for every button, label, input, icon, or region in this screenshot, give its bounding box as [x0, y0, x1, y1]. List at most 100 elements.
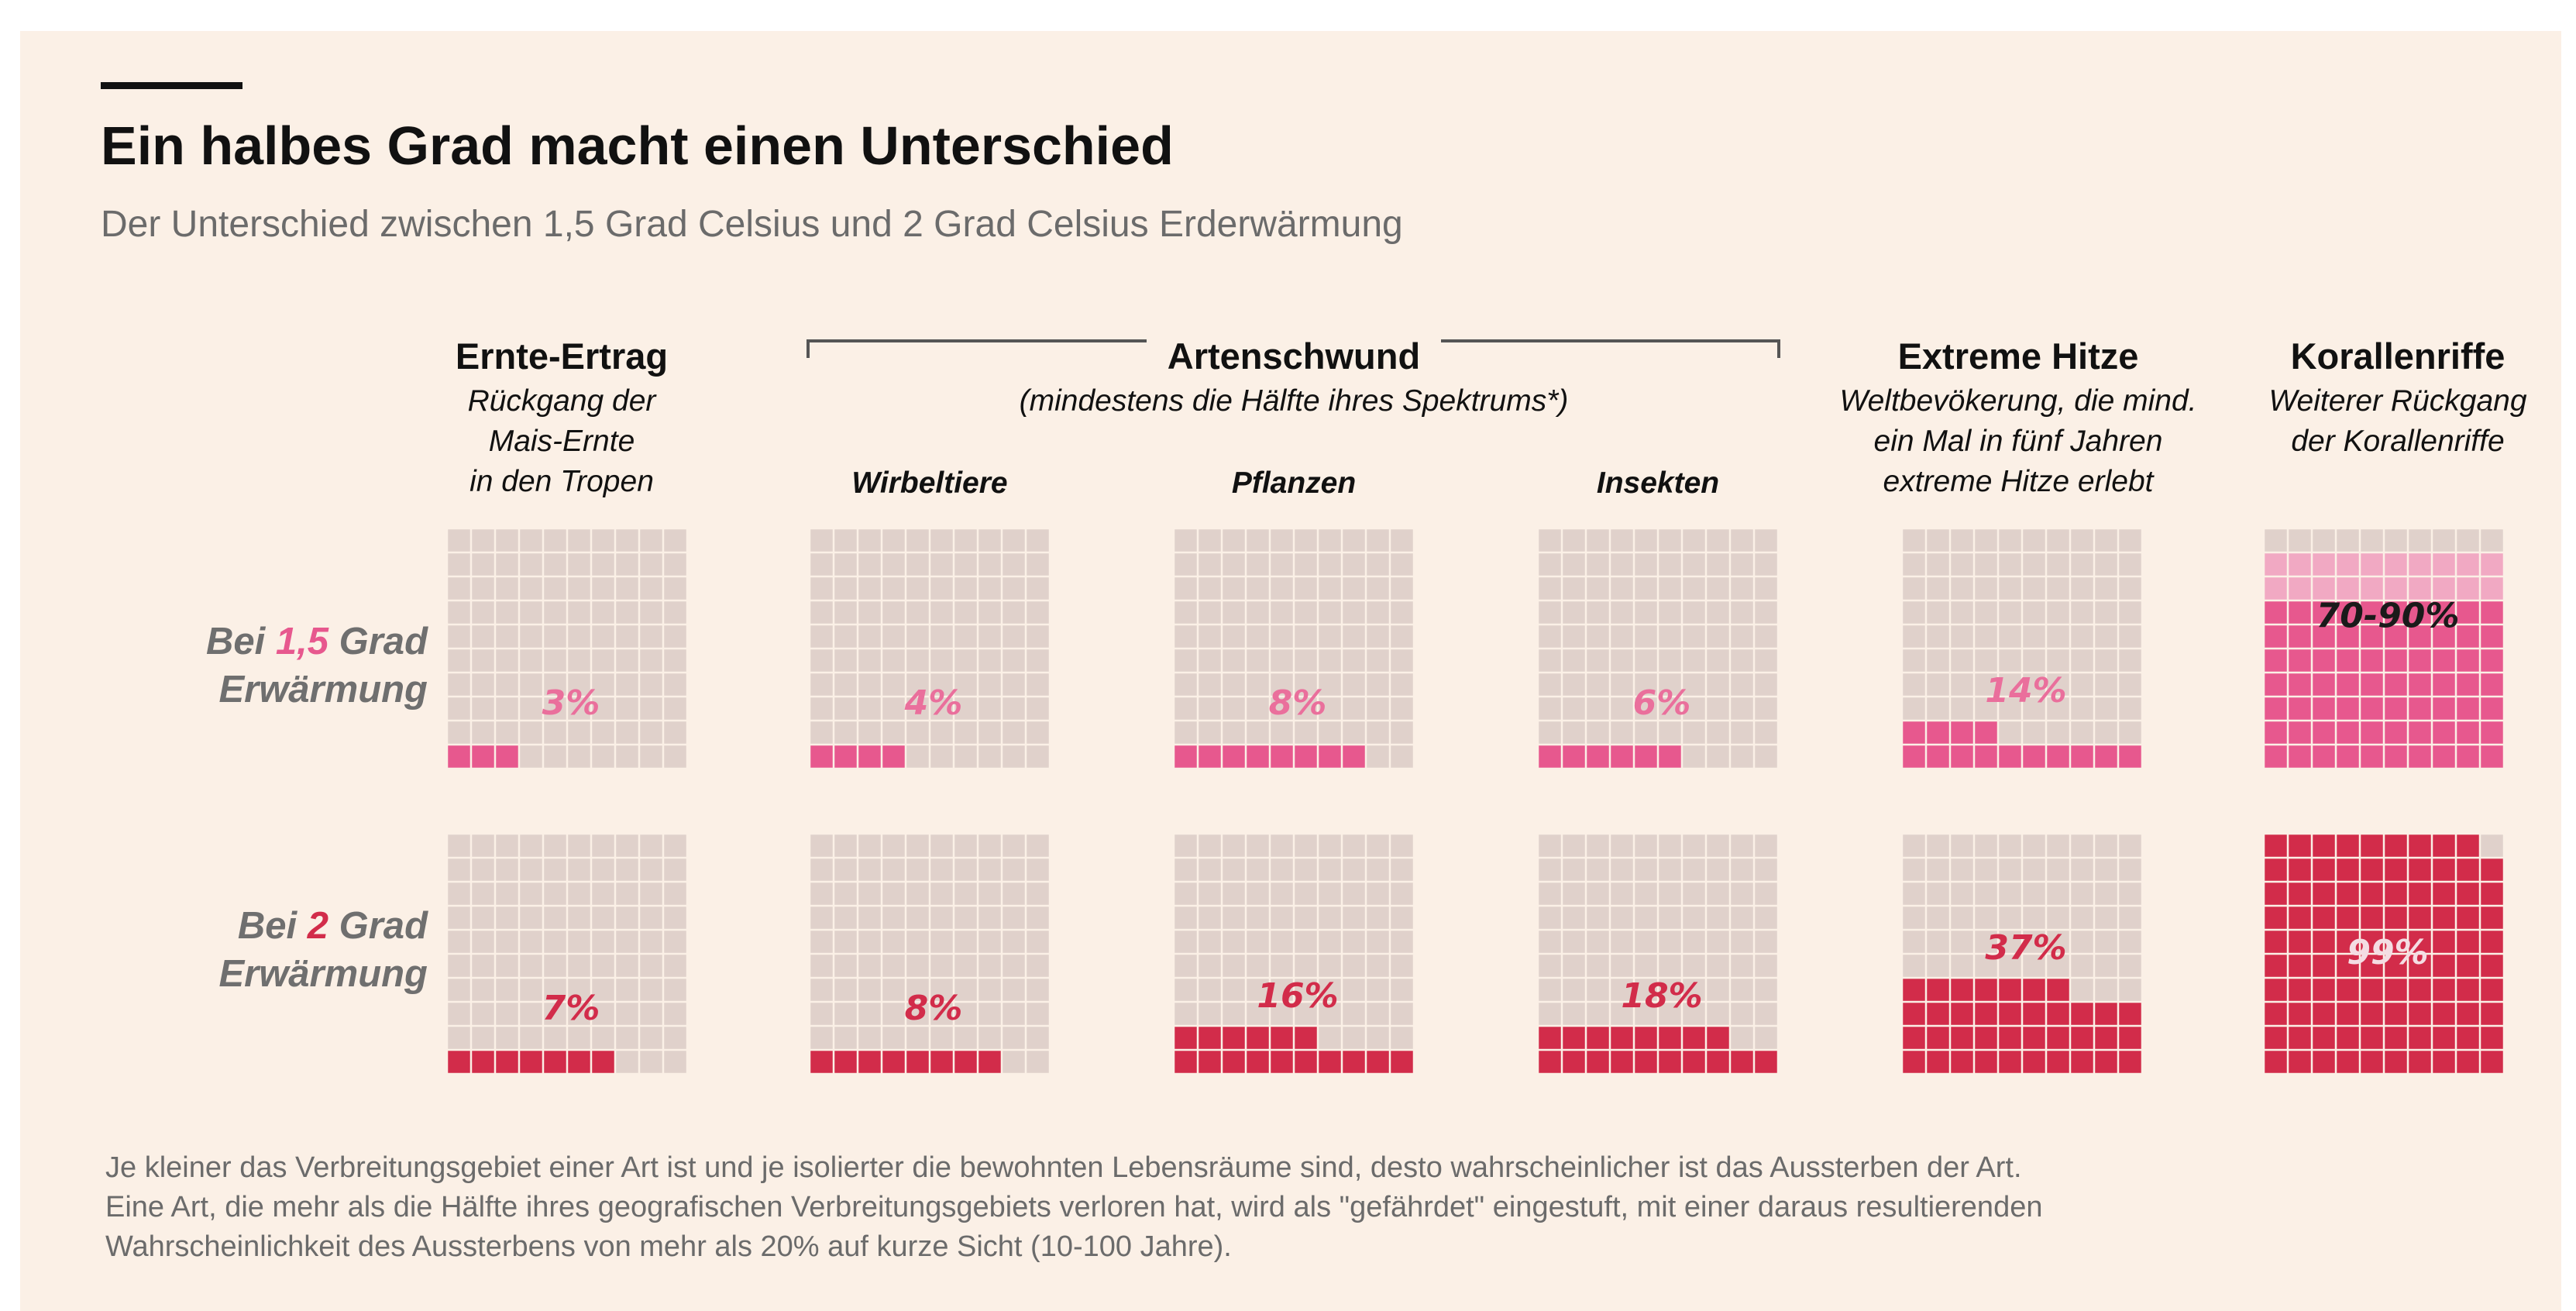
waffle-cell — [568, 1051, 590, 1073]
waffle-cell — [1343, 859, 1365, 881]
waffle-cell — [1683, 553, 1705, 576]
waffle-cell — [1319, 1003, 1341, 1025]
waffle-cell — [1223, 1003, 1245, 1025]
waffle-cell — [858, 1003, 881, 1025]
waffle-cell — [2337, 931, 2359, 953]
waffle-cell — [2313, 625, 2335, 648]
waffle-cell — [1223, 955, 1245, 977]
waffle-cell — [1223, 649, 1245, 672]
waffle-cell — [520, 745, 542, 768]
waffle-cell — [2071, 955, 2093, 977]
waffle-cell — [664, 907, 686, 929]
waffle-cell — [882, 1003, 905, 1025]
waffle-cell — [1951, 834, 1973, 857]
waffle-cell — [2337, 625, 2359, 648]
waffle-cell — [2361, 1027, 2383, 1049]
waffle-cell — [2409, 979, 2431, 1001]
waffle-cell — [1683, 955, 1705, 977]
waffle-cell — [1199, 859, 1221, 881]
waffle-cell — [544, 601, 566, 624]
waffle-cell — [640, 625, 662, 648]
waffle-cell — [472, 1027, 494, 1049]
waffle-cell — [2265, 931, 2287, 953]
waffle-cell — [2071, 907, 2093, 929]
waffle-cell — [1999, 955, 2021, 977]
waffle-cell — [810, 553, 833, 576]
waffle-cell — [1391, 625, 1413, 648]
waffle-cell — [954, 745, 977, 768]
waffle-cell — [568, 625, 590, 648]
waffle-cell — [616, 1027, 638, 1049]
waffle-cell — [882, 745, 905, 768]
waffle-cell — [520, 529, 542, 552]
waffle-cell — [616, 955, 638, 977]
waffle-cell — [1223, 931, 1245, 953]
waffle-value-label: 6% — [1633, 683, 1691, 723]
waffle-cell — [1659, 1003, 1681, 1025]
waffle-cell — [1999, 1051, 2021, 1073]
waffle-cell — [2361, 931, 2383, 953]
waffle-cell — [2289, 697, 2311, 720]
waffle-cell — [2385, 529, 2407, 552]
waffle-cell — [2119, 955, 2141, 977]
waffle-cell — [1999, 649, 2021, 672]
waffle-cell — [1367, 601, 1389, 624]
waffle-cell — [1295, 625, 1317, 648]
waffle-cell — [544, 577, 566, 600]
waffle-cell — [834, 834, 857, 857]
waffle-cell — [2337, 907, 2359, 929]
waffle-cell — [2361, 979, 2383, 1001]
waffle-cell — [2095, 834, 2117, 857]
waffle-cell — [1731, 1051, 1753, 1073]
waffle-cell — [1635, 834, 1657, 857]
waffle-cell — [1027, 979, 1049, 1001]
waffle-cell — [1659, 931, 1681, 953]
waffle-cell — [1903, 1003, 1925, 1025]
waffle-cell — [1659, 649, 1681, 672]
waffle-cell — [1003, 673, 1025, 696]
waffle-cell — [1223, 601, 1245, 624]
waffle-cell — [1003, 883, 1025, 905]
waffle-cell — [2289, 577, 2311, 600]
waffle-cell — [1635, 955, 1657, 977]
waffle-cell — [1951, 745, 1973, 768]
waffle-cell — [2119, 625, 2141, 648]
waffle-cell — [906, 601, 929, 624]
waffle-cell — [1563, 577, 1585, 600]
waffle-cell — [954, 859, 977, 881]
waffle-cell — [882, 1027, 905, 1049]
waffle-cell — [496, 577, 518, 600]
waffle-cell — [1271, 601, 1293, 624]
waffle-cell — [882, 955, 905, 977]
waffle-cell — [616, 883, 638, 905]
waffle-cell — [1707, 529, 1729, 552]
waffle-cell — [1683, 1027, 1705, 1049]
waffle-cell — [544, 883, 566, 905]
waffle-cell — [1539, 955, 1561, 977]
waffle-cell — [2337, 649, 2359, 672]
waffle-cell — [810, 883, 833, 905]
waffle-cell — [1755, 907, 1777, 929]
waffle-cell — [1755, 859, 1777, 881]
waffle-cell — [1999, 529, 2021, 552]
waffle-cell — [1027, 1003, 1049, 1025]
waffle-cell — [1903, 577, 1925, 600]
waffle-cell — [1903, 649, 1925, 672]
waffle-cell — [2313, 907, 2335, 929]
waffle-cell — [1175, 1027, 1197, 1049]
waffle-cell — [1003, 649, 1025, 672]
waffle-cell — [1731, 721, 1753, 744]
waffle-cell — [1271, 907, 1293, 929]
waffle-cell — [472, 697, 494, 720]
waffle-cell — [954, 907, 977, 929]
waffle-cell — [1271, 553, 1293, 576]
waffle-cell — [1683, 883, 1705, 905]
waffle-cell — [1951, 979, 1973, 1001]
waffle-cell — [2071, 649, 2093, 672]
waffle-cell — [978, 1003, 1001, 1025]
waffle-cell — [1319, 649, 1341, 672]
waffle-cell — [930, 673, 953, 696]
waffle-cell — [1199, 1003, 1221, 1025]
waffle-cell — [1003, 625, 1025, 648]
waffle-cell — [496, 1003, 518, 1025]
